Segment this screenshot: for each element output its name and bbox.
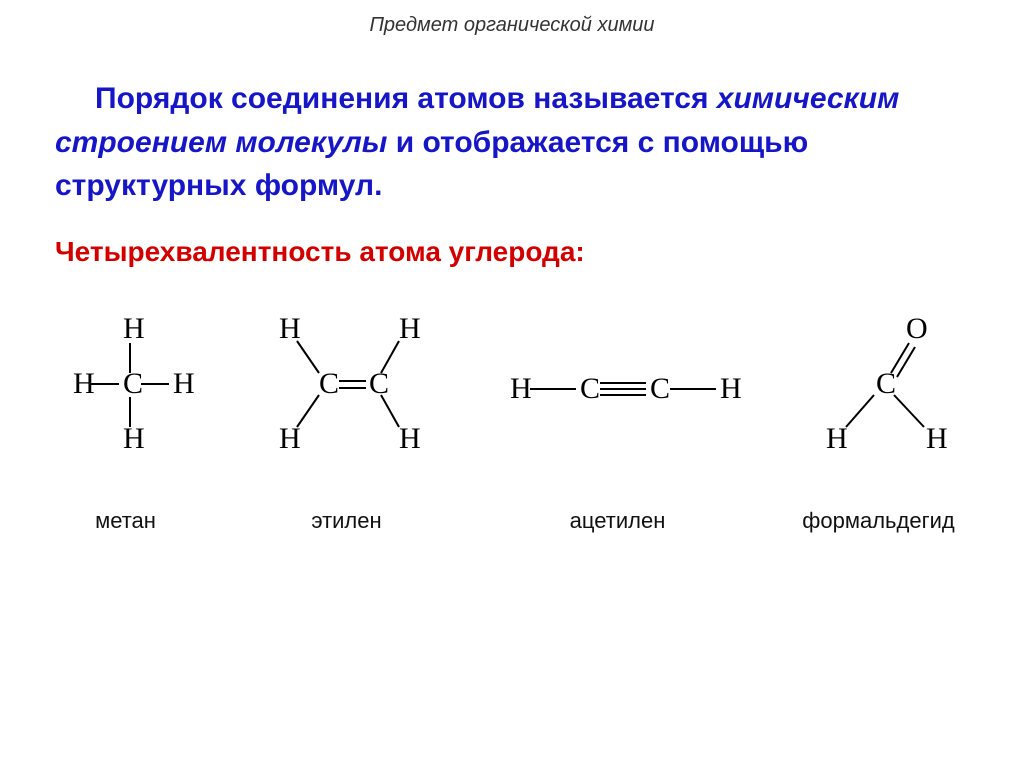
svg-text:H: H: [73, 367, 95, 400]
page-title: Предмет органической химии: [0, 0, 1024, 47]
formaldehyde-structure: OCHH: [816, 323, 961, 463]
methane-structure: HHCHH: [63, 323, 203, 463]
svg-text:O: O: [906, 312, 928, 345]
svg-text:H: H: [123, 312, 145, 345]
svg-text:H: H: [510, 372, 532, 405]
svg-text:C: C: [876, 367, 896, 400]
svg-text:H: H: [279, 422, 301, 455]
molecule-ethylene: HHCCHH: [269, 323, 434, 468]
label-ethylene: этилен: [227, 508, 467, 534]
molecule-labels-row: метан этилен ацетилен формальдегид: [0, 468, 1024, 534]
label-formaldehyde: формальдегид: [769, 508, 989, 534]
svg-text:H: H: [826, 422, 848, 455]
ethylene-structure: HHCCHH: [269, 323, 434, 463]
svg-text:H: H: [399, 312, 421, 345]
main-paragraph: Порядок соединения атомов называется хим…: [0, 47, 1024, 208]
molecule-acetylene: HCCH: [500, 358, 750, 423]
svg-text:C: C: [650, 372, 670, 405]
svg-text:H: H: [279, 312, 301, 345]
molecule-methane: HHCHH: [63, 323, 203, 468]
label-acetylene: ацетилен: [478, 508, 758, 534]
svg-text:C: C: [369, 367, 389, 400]
svg-text:H: H: [926, 422, 948, 455]
svg-text:H: H: [720, 372, 742, 405]
molecule-formaldehyde: OCHH: [816, 323, 961, 468]
svg-text:H: H: [399, 422, 421, 455]
label-methane: метан: [36, 508, 216, 534]
subtitle-tetravalence: Четырехвалентность атома углерода:: [0, 208, 1024, 268]
svg-text:C: C: [580, 372, 600, 405]
molecules-row: HHCHH HHCCHH HCCH OCHH: [0, 268, 1024, 468]
acetylene-structure: HCCH: [500, 358, 750, 418]
svg-text:H: H: [173, 367, 195, 400]
svg-text:C: C: [319, 367, 339, 400]
main-text-part1: Порядок соединения атомов называется: [95, 82, 717, 115]
svg-text:H: H: [123, 422, 145, 455]
svg-text:C: C: [123, 367, 143, 400]
